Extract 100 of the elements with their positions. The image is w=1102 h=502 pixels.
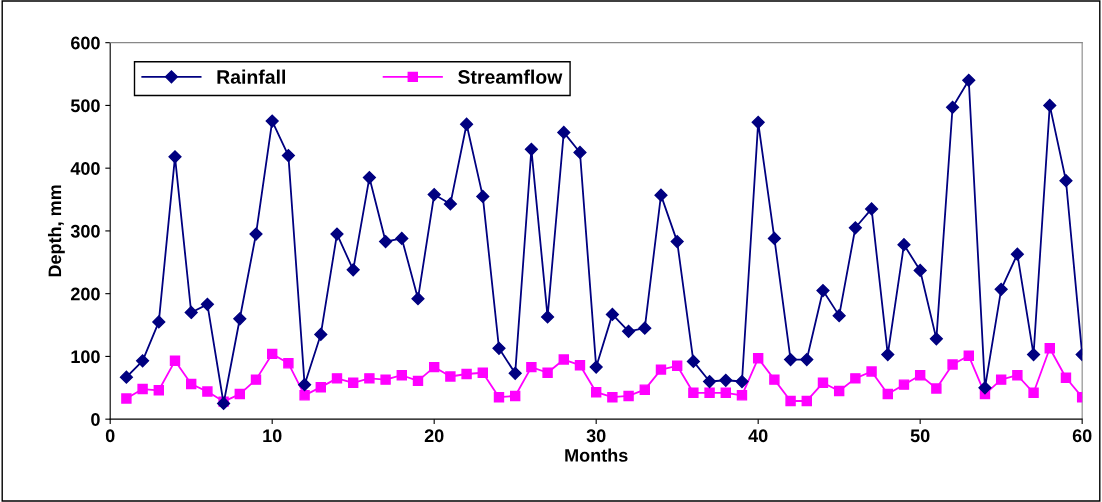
point — [362, 170, 376, 185]
x-tick-label: 40 — [748, 429, 768, 443]
point — [217, 396, 231, 411]
point — [1060, 372, 1072, 383]
y-tick-label: 500 — [70, 99, 100, 113]
x-tick-label: 30 — [586, 429, 606, 443]
point — [639, 384, 650, 395]
point — [200, 297, 214, 311]
point — [445, 371, 456, 382]
point — [607, 391, 618, 403]
point — [671, 360, 683, 372]
point — [654, 188, 668, 202]
point — [882, 388, 893, 400]
point — [476, 189, 490, 203]
x-tick-label: 60 — [1072, 429, 1092, 443]
point — [347, 377, 359, 388]
point — [573, 145, 587, 160]
point — [185, 378, 197, 390]
point — [298, 378, 312, 392]
point — [250, 374, 262, 385]
point — [769, 374, 780, 385]
point — [314, 327, 328, 342]
point — [121, 393, 132, 404]
y-tick-label: 300 — [70, 224, 100, 238]
y-tick-label: 200 — [70, 287, 100, 301]
point — [605, 307, 619, 321]
point — [963, 350, 974, 362]
point — [395, 231, 409, 246]
legend-label: Streamflow — [458, 69, 563, 84]
point — [524, 142, 538, 156]
point — [557, 125, 571, 139]
point — [1026, 347, 1041, 362]
point — [459, 117, 474, 131]
point — [443, 197, 457, 211]
point — [751, 115, 765, 129]
point — [720, 387, 731, 399]
x-tick-label: 20 — [424, 429, 444, 443]
point — [719, 373, 733, 387]
point — [315, 381, 327, 393]
point — [590, 386, 602, 398]
point — [137, 383, 148, 395]
point — [962, 73, 976, 87]
point — [670, 234, 684, 249]
point — [427, 187, 441, 202]
point — [866, 366, 877, 377]
point — [540, 310, 555, 324]
point — [396, 370, 407, 381]
point — [493, 391, 505, 403]
point — [655, 364, 667, 375]
point — [428, 361, 440, 373]
point — [589, 360, 603, 374]
point — [945, 100, 960, 114]
point — [752, 353, 764, 364]
point — [914, 370, 926, 381]
point — [801, 395, 812, 407]
point — [816, 283, 830, 298]
point — [1043, 98, 1057, 113]
point — [785, 395, 796, 407]
point — [1028, 387, 1039, 399]
point — [638, 321, 652, 335]
point — [736, 390, 748, 401]
point — [783, 352, 798, 367]
y-tick-label: 100 — [71, 350, 100, 364]
point — [283, 358, 294, 369]
point — [153, 385, 165, 396]
point — [848, 221, 862, 235]
point — [152, 315, 166, 329]
point — [1012, 370, 1023, 381]
point — [1059, 174, 1073, 188]
point — [477, 367, 488, 378]
point — [379, 234, 393, 249]
x-tick-label: 50 — [910, 429, 930, 443]
point — [686, 354, 700, 369]
point — [702, 374, 717, 389]
point — [266, 348, 278, 360]
point — [234, 388, 246, 400]
point — [864, 202, 879, 216]
point — [136, 354, 150, 368]
point — [978, 381, 992, 395]
point — [995, 374, 1007, 385]
y-tick-label: 400 — [70, 162, 100, 175]
point — [558, 354, 569, 365]
point — [767, 231, 781, 246]
point — [832, 309, 846, 323]
point — [800, 352, 814, 367]
point — [929, 332, 943, 346]
point — [735, 374, 749, 389]
y-tick-label: 600 — [71, 36, 100, 50]
point — [526, 361, 537, 373]
point — [704, 387, 715, 399]
point — [509, 390, 521, 402]
point — [1044, 343, 1055, 354]
point — [265, 114, 279, 128]
point — [412, 375, 424, 387]
point — [169, 355, 181, 367]
point — [621, 324, 636, 338]
point — [947, 359, 958, 370]
point — [299, 390, 310, 401]
point — [492, 341, 506, 355]
point — [168, 150, 182, 164]
